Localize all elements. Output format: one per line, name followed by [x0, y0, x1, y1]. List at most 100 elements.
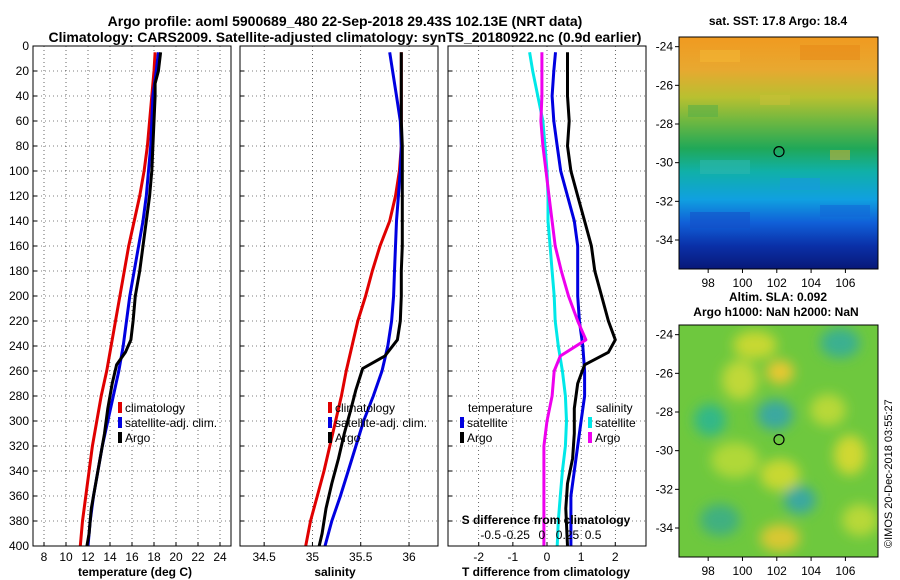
series-line-climatology	[304, 52, 403, 546]
lat-tick-label: -24	[656, 40, 674, 54]
series-line-s-satellite	[528, 52, 568, 546]
sla-map-frame	[678, 324, 879, 558]
lon-tick-label: 100	[732, 564, 752, 578]
lat-tick-label: -34	[656, 521, 674, 535]
lon-tick-label: 102	[767, 564, 787, 578]
s-tick-label: 0.25	[556, 528, 580, 542]
x-tick-label: 8	[41, 550, 48, 564]
lon-tick-label: 102	[767, 276, 787, 290]
y-tick-label: 220	[9, 314, 29, 328]
t-difference-xlabel: T difference from climatology	[462, 565, 630, 579]
lat-tick-label: -32	[656, 194, 674, 208]
x-tick-label: 35.5	[349, 550, 373, 564]
lon-tick-label: 98	[701, 564, 715, 578]
legend-swatch-satellite	[118, 417, 122, 428]
temperature-panel: 0 20 40 60 80 100 120 140 160 180 200 220 240 260 280 3…	[9, 39, 232, 579]
legend-swatch-s-argo	[588, 432, 592, 443]
lat-tick-label: -30	[656, 156, 674, 170]
s-difference-xlabel: S difference from climatology	[462, 513, 631, 527]
y-tick-label: 0	[22, 39, 29, 53]
sla-blob	[757, 400, 793, 430]
y-tick-label: 300	[9, 414, 29, 428]
title-line-2: Climatology: CARS2009. Satellite-adjuste…	[49, 29, 642, 45]
t-difference-tick-labels: -2 -1 0 1 2	[473, 550, 619, 564]
sla-blob	[722, 360, 758, 400]
legend-swatch-climatology	[118, 402, 122, 413]
legend-swatch-argo	[328, 432, 332, 443]
x-tick-label: 10	[59, 550, 73, 564]
difference-panel: -2 -1 0 1 2 -0.5 -0.25 0 0.25 0.5 S difference f…	[447, 45, 647, 579]
y-tick-label: 240	[9, 339, 29, 353]
sla-blob	[733, 331, 777, 359]
legend-label-satellite: satellite-adj. clim.	[335, 416, 427, 430]
difference-axes-frame	[447, 45, 647, 547]
x-tick-label: 20	[169, 550, 183, 564]
s-difference-tick-labels: -0.5 -0.25 0 0.25 0.5	[480, 528, 601, 542]
temperature-grid	[33, 45, 231, 547]
legend-label-t-argo: Argo	[467, 431, 493, 445]
sst-patch	[780, 178, 820, 190]
y-tick-label: 140	[9, 214, 29, 228]
y-tick-label: 400	[9, 539, 29, 553]
lon-tick-label: 104	[801, 564, 821, 578]
difference-legend-salinity: salinity satellite Argo	[588, 401, 636, 445]
x-tick-label: 0	[544, 550, 551, 564]
sla-map-panel: Altim. SLA: 0.092 Argo h1000: NaN h2000:…	[656, 290, 879, 578]
y-tick-label: 200	[9, 289, 29, 303]
lon-tick-label: 104	[801, 276, 821, 290]
sla-latitude-ticks: -24 -26 -28 -30 -32 -34	[656, 328, 679, 535]
temperature-lines	[78, 52, 163, 546]
difference-legend-temperature: temperature satellite Argo	[460, 401, 533, 445]
temperature-xlabel: temperature (deg C)	[78, 565, 192, 579]
argo-location-marker	[773, 434, 785, 446]
salinity-lines	[304, 52, 404, 546]
depth-tick-labels: 0 20 40 60 80 100 120 140 160 180 200 220 240 260 280 3…	[9, 39, 29, 553]
salinity-panel: 34.5 35 35.5 36 salinity climatology satell…	[239, 45, 439, 579]
temperature-axes-frame	[32, 45, 232, 547]
timestamp: ©IMOS 20-Dec-2018 03:55:27	[883, 399, 895, 548]
legend-label-s-satellite: satellite	[595, 416, 636, 430]
series-line-argo	[85, 52, 163, 546]
lon-tick-label: 98	[701, 276, 715, 290]
sla-blob	[820, 328, 860, 358]
x-tick-label: 36	[402, 550, 416, 564]
x-tick-label: 16	[125, 550, 139, 564]
sla-map-title: Altim. SLA: 0.092	[729, 290, 827, 304]
lat-tick-label: -34	[656, 233, 674, 247]
sla-map-subtitle: Argo h1000: NaN h2000: NaN	[693, 305, 858, 319]
title-line-1: Argo profile: aoml 5900689_480 22-Sep-20…	[108, 13, 583, 29]
legend-swatch-argo	[118, 432, 122, 443]
sst-longitude-ticks: 98 100 102 104 106	[701, 269, 856, 290]
lat-tick-label: -28	[656, 117, 674, 131]
x-tick-label: 24	[213, 550, 227, 564]
legend-label-climatology: climatology	[125, 401, 185, 415]
sla-blob	[694, 404, 726, 436]
sst-patch	[760, 95, 790, 105]
legend-label-s-argo: Argo	[595, 431, 621, 445]
legend-title-temperature: temperature	[468, 401, 533, 415]
sst-latitude-ticks: -24 -26 -28 -30 -32 -34	[656, 40, 679, 247]
salinity-legend: climatology satellite-adj. clim. Argo	[328, 401, 427, 445]
sst-map-title: sat. SST: 17.8 Argo: 18.4	[709, 14, 848, 28]
legend-swatch-t-satellite	[460, 417, 464, 428]
sst-patch	[700, 50, 740, 62]
lon-tick-label: 106	[835, 276, 855, 290]
legend-title-salinity: salinity	[596, 401, 633, 415]
series-line-climatology	[78, 52, 157, 546]
series-line-t-satellite	[550, 52, 587, 546]
x-tick-label: 12	[81, 550, 95, 564]
y-tick-label: 380	[9, 514, 29, 528]
x-tick-label: 1	[578, 550, 585, 564]
s-tick-label: -0.5	[480, 528, 501, 542]
y-tick-label: 320	[9, 439, 29, 453]
sst-patch	[688, 105, 718, 117]
y-tick-label: 20	[16, 64, 30, 78]
x-tick-label: 18	[147, 550, 161, 564]
series-line-s-argo	[539, 52, 588, 546]
s-tick-label: -0.25	[503, 528, 531, 542]
sla-longitude-ticks: 98 100 102 104 106	[701, 557, 856, 578]
legend-label-satellite: satellite-adj. clim.	[125, 416, 217, 430]
temperature-tick-labels: 8 10 12 14 16 18 20 22 24	[41, 550, 227, 564]
legend-label-t-satellite: satellite	[467, 416, 508, 430]
